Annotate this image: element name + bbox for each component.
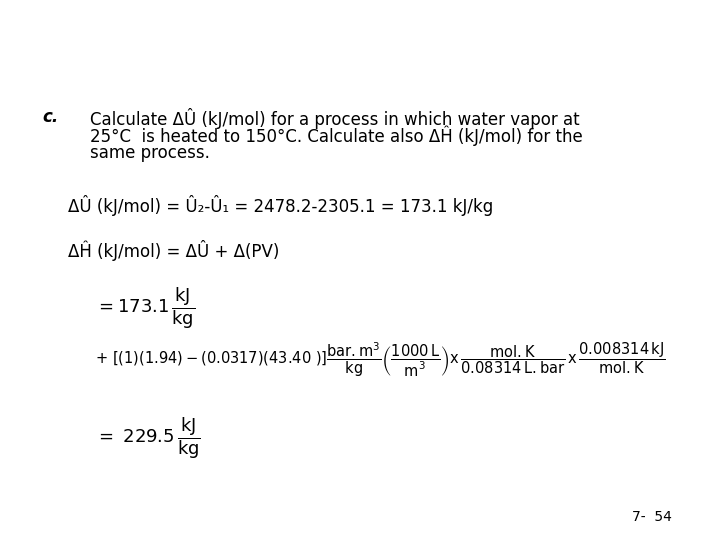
Text: same process.: same process.	[90, 144, 210, 162]
Text: $\mathrm{=\ 229.5\,\dfrac{kJ}{kg}}$: $\mathrm{=\ 229.5\,\dfrac{kJ}{kg}}$	[95, 415, 201, 461]
Text: 7-  54: 7- 54	[632, 510, 672, 524]
Text: $\mathrm{= 173.1\,\dfrac{kJ}{kg}}$: $\mathrm{= 173.1\,\dfrac{kJ}{kg}}$	[95, 285, 195, 330]
Text: ΔĤ (kJ/mol) = ΔÛ + Δ(PV): ΔĤ (kJ/mol) = ΔÛ + Δ(PV)	[68, 240, 279, 261]
Text: 25°C  is heated to 150°C. Calculate also ΔĤ (kJ/mol) for the: 25°C is heated to 150°C. Calculate also …	[90, 126, 582, 146]
Text: c.: c.	[42, 108, 58, 126]
Text: $\mathrm{+\ [(1)(1.94)-(0.0317)(43.40\ )]\dfrac{bar.m^3}{kg}}\mathrm{\left(\dfra: $\mathrm{+\ [(1)(1.94)-(0.0317)(43.40\ )…	[95, 340, 665, 379]
Text: Calculate ΔÛ (kJ/mol) for a process in which water vapor at: Calculate ΔÛ (kJ/mol) for a process in w…	[90, 108, 580, 129]
Text: ΔÛ (kJ/mol) = Û₂-Û₁ = 2478.2-2305.1 = 173.1 kJ/kg: ΔÛ (kJ/mol) = Û₂-Û₁ = 2478.2-2305.1 = 17…	[68, 195, 493, 216]
